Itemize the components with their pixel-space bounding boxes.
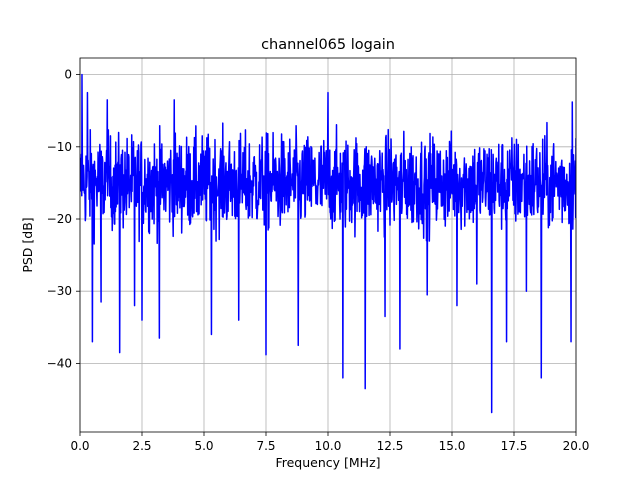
x-tick-label: 5.0	[194, 439, 213, 453]
y-axis-label: PSD [dB]	[20, 217, 35, 272]
x-axis-label: Frequency [MHz]	[275, 455, 380, 470]
y-tick-label: −30	[47, 284, 72, 298]
x-tick-label: 7.5	[256, 439, 275, 453]
x-tick-label: 10.0	[315, 439, 342, 453]
series-layer	[80, 73, 576, 414]
psd-series-line	[80, 73, 576, 414]
y-tick-label: −40	[47, 356, 72, 370]
y-tick-label: −20	[47, 212, 72, 226]
y-tick-label: 0	[64, 68, 72, 82]
x-tick-label: 12.5	[377, 439, 404, 453]
x-tick-label: 20.0	[563, 439, 590, 453]
y-tick-label: −10	[47, 140, 72, 154]
chart-title: channel065 logain	[261, 37, 395, 53]
x-tick-label: 17.5	[501, 439, 528, 453]
grid-layer	[79, 58, 577, 432]
x-tick-label: 15.0	[439, 439, 466, 453]
x-tick-label: 0.0	[70, 439, 89, 453]
x-tick-label: 2.5	[132, 439, 151, 453]
tick-layer: 0.0 2.5 5.0 7.5 10.0 12.5 15.0 17.5 20.0 0 −10 −20 −…	[47, 68, 590, 453]
